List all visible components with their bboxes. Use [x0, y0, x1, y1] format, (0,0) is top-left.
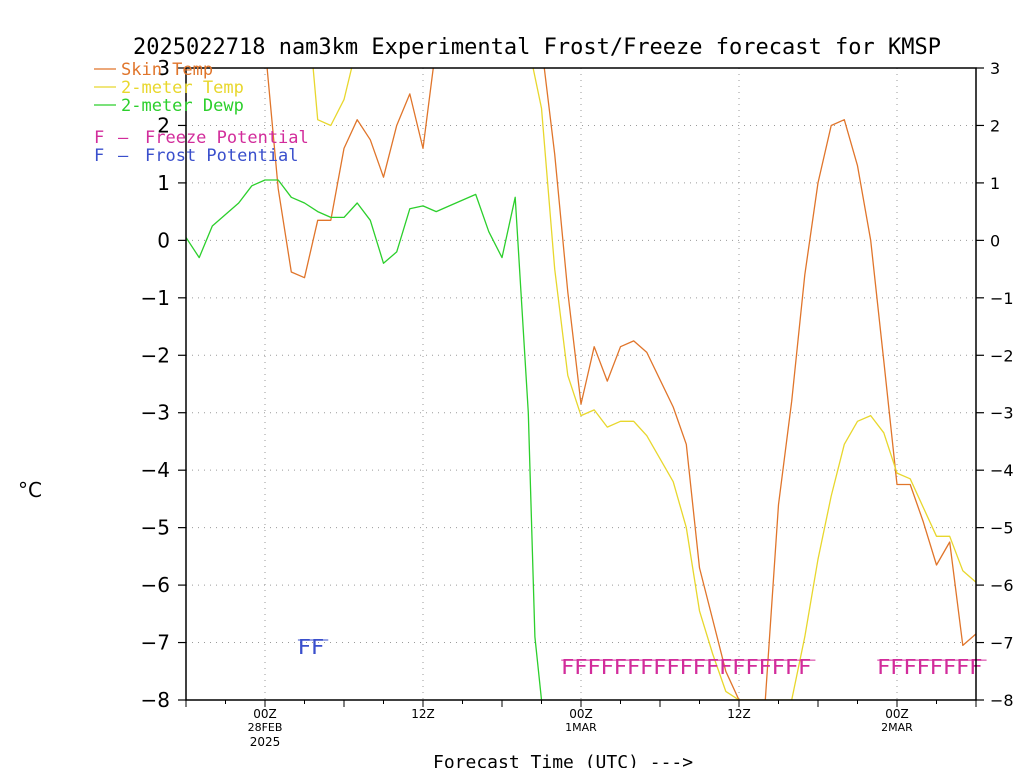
y-tick-label-left: −6 [141, 573, 170, 597]
legend-label-freeze: Freeze Potential [145, 128, 309, 148]
x-tick-date-label: 28FEB [248, 721, 283, 734]
y-tick-label-left: 2 [157, 113, 170, 137]
y-tick-label-right: −6 [990, 576, 1014, 595]
legend-glyph-frost: F [94, 146, 104, 166]
x-tick-year-label: 2025 [250, 735, 281, 749]
y-tick-label-right: −4 [990, 461, 1014, 480]
x-tick-label: 12Z [727, 707, 751, 721]
y-tick-label-right: −1 [990, 289, 1014, 308]
y-axis-left: 3 2 1 0 −1 −2 −3 −4 −5 −6 −7 −8 [141, 56, 186, 712]
legend-label-2m-dewp: 2-meter Dewp [121, 96, 244, 116]
y-tick-label-left: −3 [141, 401, 170, 425]
y-tick-label-right: −5 [990, 519, 1014, 538]
legend-glyph-freeze: F [94, 128, 104, 148]
flag-row-freeze-potential: FFFFFFFFFFFFFFFFFFF [561, 655, 811, 679]
x-tick-label: 00Z [253, 707, 277, 721]
series-line-skin-temp [266, 68, 976, 700]
series-group [186, 68, 976, 700]
y-tick-label-left: 1 [157, 171, 170, 195]
series-layer [186, 68, 976, 700]
y-tick-label-left: −2 [141, 343, 170, 367]
chart-title: 2025022718 nam3km Experimental Frost/Fre… [133, 35, 941, 60]
y-tick-label-right: −2 [990, 346, 1014, 365]
y-tick-label-right: −8 [990, 691, 1014, 710]
flag-row-frost-potential: FF [298, 635, 324, 659]
series-line-2-meter-dewp [186, 179, 543, 700]
y-tick-label-right: 2 [990, 116, 1000, 135]
y-axis-right: 3 2 1 0 −1 −2 −3 −4 −5 −6 −7 −8 [976, 59, 1014, 710]
x-tick-label: 00Z [569, 707, 593, 721]
y-tick-label-left: −4 [141, 458, 170, 482]
legend-label-frost: Frost Potential [145, 146, 299, 166]
x-tick-date-label: 1MAR [565, 721, 597, 734]
legend-label-2m-temp: 2-meter Temp [121, 78, 244, 98]
y-tick-label-right: −3 [990, 404, 1014, 423]
series-line-2-meter-temp [312, 68, 976, 700]
y-tick-label-left: −1 [141, 286, 170, 310]
legend-dash-freeze: – [118, 128, 129, 148]
x-tick-label: 12Z [411, 707, 435, 721]
y-tick-label-right: −7 [990, 634, 1014, 653]
flag-row-freeze-potential: FFFFFFFF [877, 655, 982, 679]
y-tick-label-left: −5 [141, 516, 170, 540]
y-tick-label-left: −7 [141, 631, 170, 655]
y-tick-label-left: −8 [141, 688, 170, 712]
y-axis-label: °C [18, 478, 42, 502]
x-axis-label: Forecast Time (UTC) ---> [433, 752, 693, 768]
y-tick-label-right: 3 [990, 59, 1000, 78]
y-tick-label-left: 0 [157, 228, 170, 252]
legend-label-skin-temp: Skin Temp [121, 60, 213, 80]
legend: Skin Temp 2-meter Temp 2-meter Dewp F – … [94, 60, 309, 166]
y-tick-label-right: 0 [990, 231, 1000, 250]
y-tick-label-right: 1 [990, 174, 1000, 193]
x-tick-label: 00Z [885, 707, 909, 721]
legend-dash-frost: – [118, 146, 129, 166]
y-tick-label-left: 3 [157, 56, 170, 80]
x-tick-date-label: 2MAR [881, 721, 913, 734]
